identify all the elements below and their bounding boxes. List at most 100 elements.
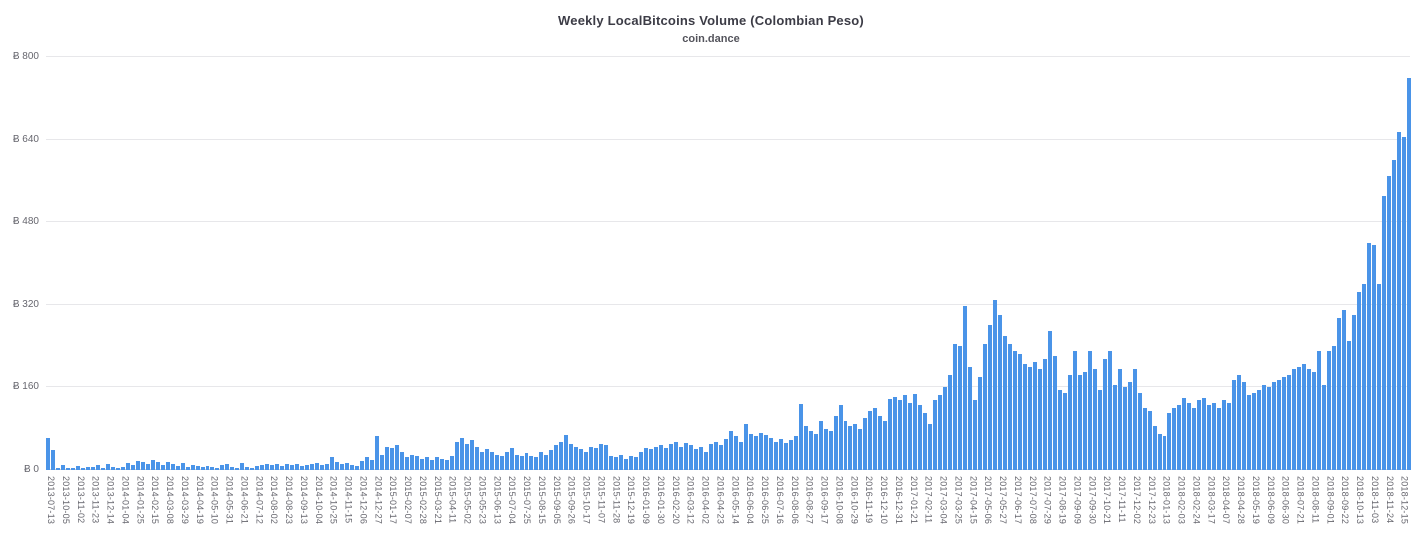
- volume-bar[interactable]: [773, 441, 778, 470]
- volume-bar[interactable]: [1192, 408, 1197, 470]
- volume-bar[interactable]: [1381, 196, 1386, 470]
- volume-bar[interactable]: [255, 465, 260, 470]
- volume-bar[interactable]: [793, 436, 798, 470]
- volume-bar[interactable]: [813, 433, 818, 470]
- volume-bar[interactable]: [853, 423, 858, 470]
- volume-bar[interactable]: [669, 444, 674, 470]
- volume-bar[interactable]: [763, 434, 768, 470]
- volume-bar[interactable]: [713, 441, 718, 470]
- volume-bar[interactable]: [659, 445, 664, 470]
- volume-bar[interactable]: [848, 426, 853, 470]
- volume-bar[interactable]: [1003, 335, 1007, 470]
- volume-bar[interactable]: [798, 403, 803, 470]
- volume-bar[interactable]: [270, 464, 275, 470]
- volume-bar[interactable]: [55, 468, 60, 470]
- volume-bar[interactable]: [384, 446, 389, 470]
- volume-bar[interactable]: [424, 457, 429, 470]
- volume-bar[interactable]: [509, 448, 514, 470]
- volume-bar[interactable]: [1326, 351, 1331, 470]
- volume-bar[interactable]: [693, 449, 698, 470]
- volume-bar[interactable]: [1207, 405, 1212, 470]
- volume-bar[interactable]: [544, 454, 549, 470]
- volume-bar[interactable]: [1257, 389, 1262, 470]
- volume-bar[interactable]: [1396, 131, 1401, 470]
- volume-bar[interactable]: [165, 461, 170, 470]
- volume-bar[interactable]: [928, 423, 933, 470]
- volume-bar[interactable]: [1351, 315, 1356, 470]
- volume-bar[interactable]: [589, 446, 594, 470]
- volume-bar[interactable]: [858, 428, 863, 470]
- volume-bar[interactable]: [1282, 377, 1287, 470]
- volume-bar[interactable]: [963, 305, 968, 470]
- volume-bar[interactable]: [1371, 245, 1376, 470]
- volume-bar[interactable]: [703, 451, 708, 470]
- volume-bar[interactable]: [60, 464, 65, 470]
- volume-bar[interactable]: [803, 426, 808, 470]
- volume-bar[interactable]: [1307, 369, 1312, 470]
- volume-bar[interactable]: [554, 445, 559, 470]
- volume-bar[interactable]: [120, 466, 125, 470]
- volume-bar[interactable]: [599, 444, 604, 470]
- volume-bar[interactable]: [733, 436, 738, 470]
- volume-bar[interactable]: [524, 453, 529, 470]
- volume-bar[interactable]: [464, 444, 469, 470]
- volume-bar[interactable]: [953, 343, 958, 470]
- volume-bar[interactable]: [539, 451, 544, 470]
- volume-bar[interactable]: [1122, 387, 1127, 470]
- volume-bar[interactable]: [474, 446, 479, 470]
- volume-bar[interactable]: [260, 464, 265, 470]
- volume-bar[interactable]: [1117, 369, 1122, 470]
- volume-bar[interactable]: [454, 441, 459, 470]
- volume-bar[interactable]: [95, 464, 100, 470]
- volume-bar[interactable]: [1212, 402, 1217, 470]
- volume-bar[interactable]: [1057, 389, 1062, 470]
- volume-bar[interactable]: [579, 449, 584, 470]
- volume-bar[interactable]: [564, 434, 569, 470]
- volume-bar[interactable]: [649, 449, 654, 470]
- volume-bar[interactable]: [688, 445, 693, 470]
- volume-bar[interactable]: [499, 455, 504, 470]
- volume-bar[interactable]: [1077, 374, 1082, 470]
- volume-bar[interactable]: [1202, 397, 1207, 470]
- volume-bar[interactable]: [843, 420, 848, 470]
- volume-bar[interactable]: [90, 466, 95, 470]
- volume-bar[interactable]: [1022, 364, 1027, 470]
- volume-bar[interactable]: [569, 444, 574, 470]
- volume-bar[interactable]: [768, 438, 773, 470]
- volume-bar[interactable]: [873, 408, 878, 470]
- volume-bar[interactable]: [110, 466, 115, 470]
- volume-bar[interactable]: [125, 462, 130, 470]
- volume-bar[interactable]: [559, 441, 564, 470]
- volume-bar[interactable]: [1157, 433, 1162, 470]
- volume-bar[interactable]: [290, 464, 295, 470]
- volume-bar[interactable]: [738, 441, 743, 470]
- volume-bar[interactable]: [340, 463, 345, 470]
- volume-bar[interactable]: [1147, 410, 1152, 470]
- volume-bar[interactable]: [85, 467, 90, 470]
- volume-bar[interactable]: [783, 443, 788, 470]
- volume-bar[interactable]: [514, 454, 519, 470]
- volume-bar[interactable]: [160, 464, 165, 470]
- volume-bar[interactable]: [1366, 242, 1371, 470]
- volume-bar[interactable]: [1037, 369, 1042, 470]
- volume-bar[interactable]: [1152, 426, 1157, 470]
- volume-bar[interactable]: [310, 463, 315, 470]
- volume-bar[interactable]: [1262, 384, 1267, 470]
- volume-bar[interactable]: [210, 466, 215, 470]
- volume-bar[interactable]: [439, 458, 444, 470]
- volume-bar[interactable]: [1386, 175, 1391, 470]
- volume-bar[interactable]: [883, 420, 888, 470]
- volume-bar[interactable]: [1067, 374, 1072, 470]
- volume-bar[interactable]: [888, 398, 893, 470]
- volume-bar[interactable]: [1312, 371, 1317, 470]
- volume-bar[interactable]: [1092, 369, 1097, 470]
- volume-bar[interactable]: [823, 428, 828, 470]
- volume-bar[interactable]: [923, 413, 928, 470]
- volume-bar[interactable]: [973, 400, 978, 470]
- volume-bar[interactable]: [938, 395, 943, 470]
- volume-bar[interactable]: [46, 438, 50, 470]
- volume-bar[interactable]: [629, 455, 634, 470]
- volume-bar[interactable]: [723, 439, 728, 470]
- volume-bar[interactable]: [933, 400, 938, 470]
- volume-bar[interactable]: [1187, 402, 1192, 470]
